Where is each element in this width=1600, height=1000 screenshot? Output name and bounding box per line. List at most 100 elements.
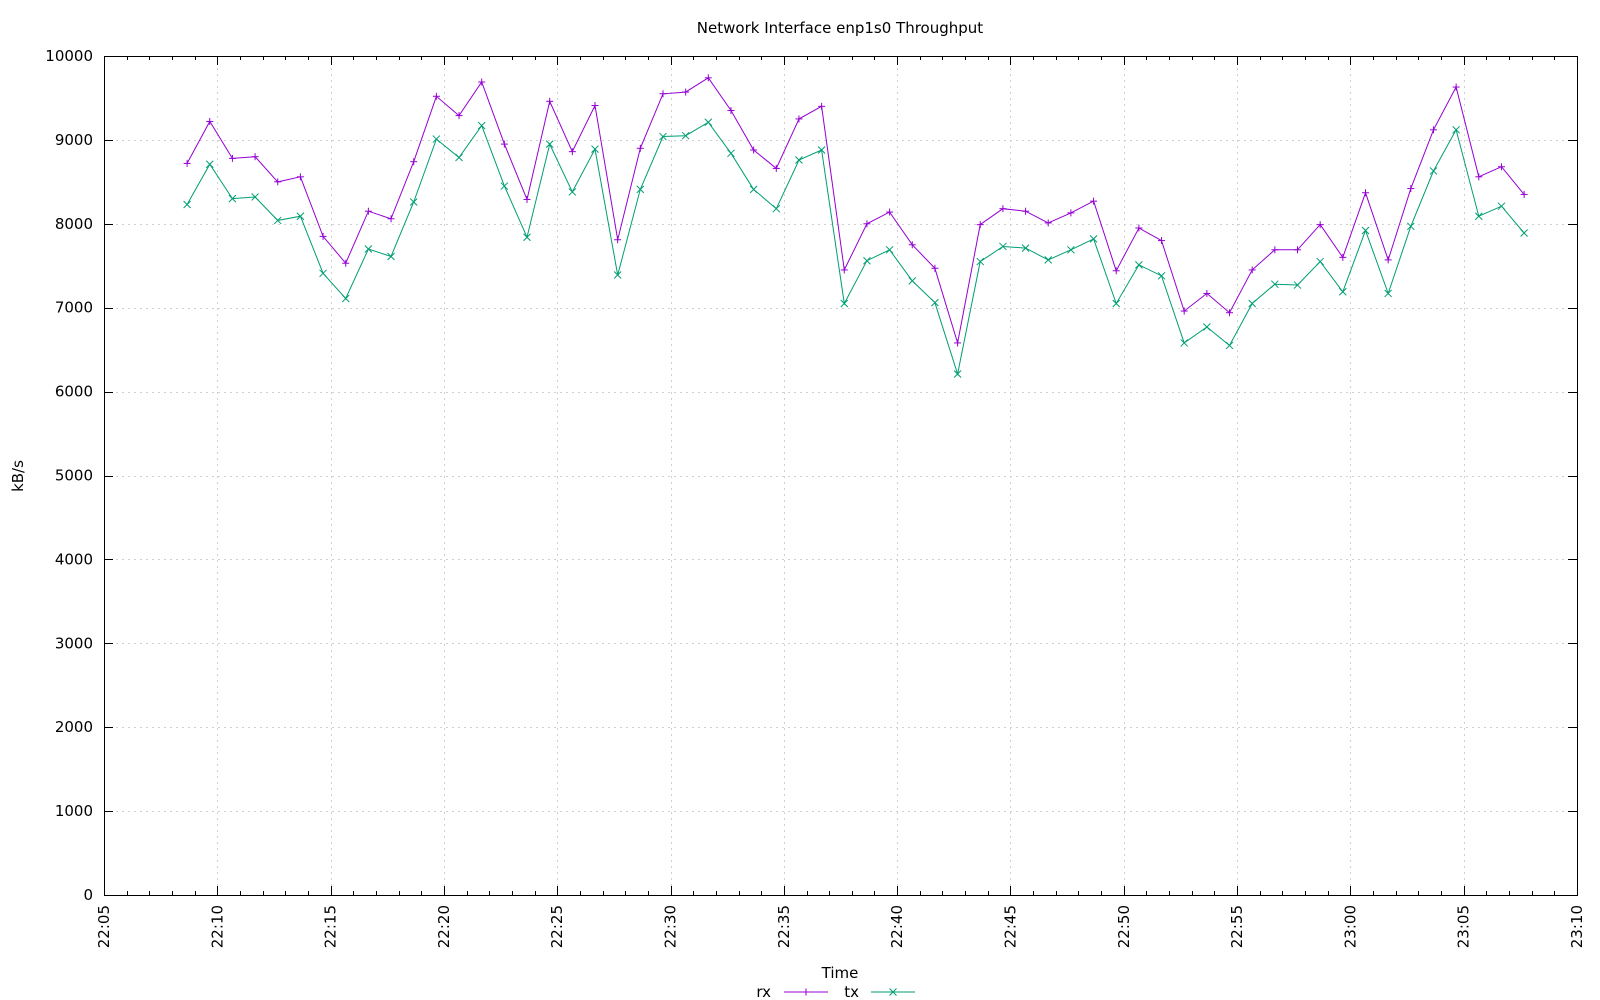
y-tick-label: 8000 [55, 215, 93, 233]
series-tx-point [840, 299, 849, 308]
legend-entry-rx: rx [756, 983, 828, 1000]
chart-title: Network Interface enp1s0 Throughput [697, 19, 983, 37]
series-rx-point [750, 146, 758, 154]
series-rx [183, 74, 1528, 347]
series-rx-point [183, 159, 191, 167]
series-rx-line [186, 77, 1525, 344]
x-tick-label: 22:20 [435, 905, 453, 948]
series-rx-point [1112, 267, 1120, 275]
series-tx-point [931, 298, 939, 307]
series-rx-point [455, 112, 463, 120]
series-rx-point [1407, 185, 1415, 193]
legend-marker [889, 988, 897, 996]
series-rx-point [319, 232, 327, 240]
legend-entry-tx: tx [844, 983, 915, 1000]
series-rx-point [818, 102, 826, 110]
series-tx-point [568, 188, 577, 196]
x-tick-label: 22:50 [1115, 905, 1133, 948]
series-tx-point [1248, 299, 1257, 308]
series-rx-point [1361, 189, 1369, 197]
legend-label: rx [756, 983, 771, 1000]
series-rx-point [251, 153, 259, 161]
series-rx-point [500, 140, 508, 148]
series-tx-point [885, 245, 894, 254]
legend-marker [802, 988, 810, 996]
series-tx-point [1520, 229, 1528, 237]
series-tx-point [455, 153, 463, 162]
series-tx-point [1135, 261, 1143, 269]
series-rx-point [840, 266, 848, 274]
series-rx-point [931, 264, 939, 272]
series-rx-point [1067, 209, 1075, 217]
series-rx-point [1429, 126, 1437, 134]
y-axis-label: kB/s [9, 460, 27, 492]
series-rx-point [364, 207, 372, 215]
series-tx-point [523, 233, 531, 242]
series-tx-point [1452, 125, 1460, 134]
series-tx-point [908, 276, 917, 285]
series-tx-point [1497, 202, 1506, 211]
series-tx-point [1293, 281, 1302, 289]
series-tx-point [228, 194, 237, 203]
x-tick-label: 22:55 [1228, 905, 1246, 948]
series-tx-point [364, 245, 373, 253]
series-rx-point [999, 205, 1007, 213]
series-rx-point [954, 339, 962, 347]
series-tx-point [953, 370, 962, 378]
series-tx-point [409, 198, 418, 206]
series-tx-point [319, 269, 327, 278]
series-tx-point [1406, 222, 1415, 231]
series-tx-point [795, 156, 803, 164]
x-tick-label: 23:00 [1341, 905, 1359, 948]
series-tx-point [749, 185, 758, 194]
series-tx-point [1203, 323, 1211, 331]
y-tick-label: 7000 [55, 299, 93, 317]
series-rx-point [1158, 237, 1166, 245]
series-rx-point [228, 154, 236, 162]
series-tx-point [1361, 226, 1370, 235]
series-tx-point [704, 118, 713, 127]
x-tick-label: 23:10 [1568, 905, 1586, 948]
series-tx-point [1429, 167, 1438, 175]
series-rx-point [908, 241, 916, 249]
y-tick-label: 4000 [55, 550, 93, 568]
series-tx-point [341, 294, 350, 303]
series-rx-point [636, 144, 644, 152]
y-tick-label: 10000 [45, 47, 93, 65]
series-rx-point [1090, 197, 1098, 205]
series-group [183, 74, 1528, 378]
series-tx-point [591, 145, 599, 153]
series-tx-point [976, 257, 985, 266]
series-rx-point [342, 259, 350, 267]
series-tx-point [273, 216, 282, 225]
series-tx-point [387, 252, 395, 261]
series-tx-point [1157, 271, 1166, 280]
series-tx-line [186, 121, 1525, 376]
series-rx-point [1520, 190, 1528, 198]
series-rx-point [976, 221, 984, 229]
series-rx-point [1044, 219, 1052, 227]
series-tx-point [1067, 245, 1075, 254]
series-rx-point [1294, 246, 1302, 254]
series-rx-point [523, 195, 531, 203]
x-tick-label: 22:25 [548, 905, 566, 948]
series-tx-point [613, 271, 622, 279]
series-rx-point [1384, 256, 1392, 264]
series-tx-point [432, 135, 441, 143]
series-tx-point [999, 242, 1007, 251]
series-rx-point [772, 164, 780, 172]
x-tick-label: 22:05 [95, 905, 113, 948]
series-rx-point [1180, 307, 1188, 315]
series-tx-point [727, 149, 735, 158]
series-tx-point [1474, 212, 1483, 221]
series-rx-point [727, 107, 735, 115]
x-tick-label: 22:15 [322, 905, 340, 948]
legend: rx tx [756, 983, 915, 1000]
series-rx-point [1339, 253, 1347, 261]
series-tx-point [1316, 257, 1325, 266]
series-tx-point [636, 185, 645, 194]
x-tick-label: 22:40 [888, 905, 906, 948]
series-rx-point [478, 78, 486, 86]
series-tx-point [251, 193, 259, 201]
x-tick-label: 22:30 [662, 905, 680, 948]
